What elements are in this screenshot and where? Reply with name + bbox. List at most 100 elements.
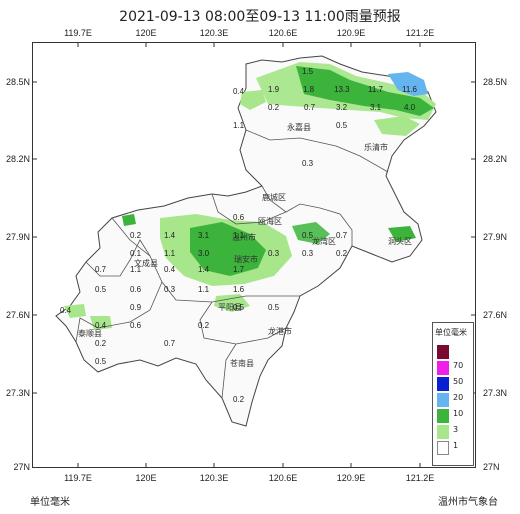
lat-tick-right: 27.3N — [483, 388, 508, 398]
rain-value: 0.3 — [302, 249, 314, 258]
place-wencheng: 文成县 — [134, 258, 158, 268]
rain-value: 1.8 — [303, 85, 315, 94]
rain-values: 1.5 0.4 1.9 1.8 13.3 11.7 11.6 0.2 0.7 3… — [60, 67, 418, 404]
lat-tick-left: 28.2N — [5, 154, 30, 164]
lat-tick-left: 27.9N — [5, 232, 30, 242]
place-yueqing: 乐清市 — [364, 142, 388, 152]
rain-value: 0.3 — [268, 249, 280, 258]
rain-value: 1.4 — [198, 265, 210, 274]
place-longwan: 龙湾区 — [312, 236, 336, 246]
legend-label: 3 — [453, 425, 459, 434]
rain-value: 0.5 — [95, 285, 107, 294]
legend-swatch-10 — [437, 393, 449, 407]
lon-tick-bottom: 120.3E — [199, 473, 229, 483]
rain-value: 1.6 — [233, 285, 245, 294]
rain-value: 0.5 — [336, 121, 348, 130]
lon-tick-top: 120E — [135, 28, 157, 38]
rain-value: 11.6 — [402, 85, 418, 94]
rain-value: 1.1 — [233, 121, 245, 130]
legend-label: 20 — [453, 393, 464, 402]
rain-value: 1.7 — [233, 265, 245, 274]
lat-tick-right: 28.5N — [483, 77, 508, 87]
lat-tick-right: 27.9N — [483, 232, 508, 242]
lat-tick-right: 27N — [483, 462, 500, 472]
rain-value: 1.5 — [302, 67, 314, 76]
place-lucheng: 鹿城区 — [262, 192, 286, 202]
rain-value: 1.4 — [164, 231, 176, 240]
rain-value: 0.6 — [130, 321, 142, 330]
lon-tick-top: 119.7E — [64, 28, 92, 38]
rain-value: 3.2 — [336, 103, 348, 112]
place-ruian: 瑞安市 — [234, 254, 258, 264]
place-ouhai: 瓯海区 — [258, 216, 282, 226]
lat-tick-right: 27.6N — [483, 310, 508, 320]
rain-value: 4.0 — [404, 103, 416, 112]
rain-value: 0.3 — [302, 159, 314, 168]
place-pingyang: 平阳县 — [218, 303, 242, 312]
rain-value: 11.7 — [368, 85, 384, 94]
lon-tick-top: 120.6E — [268, 28, 298, 38]
place-wenzhou: 温州市 — [232, 232, 256, 242]
rain-value: 0.7 — [304, 103, 316, 112]
place-longgang: 龙港市 — [268, 326, 292, 336]
rain-value: 1.9 — [268, 85, 280, 94]
rain-value: 0.4 — [60, 306, 72, 315]
lat-tick-right: 28.2N — [483, 154, 508, 164]
rain-value: 0.5 — [268, 303, 280, 312]
rain-value: 0.5 — [95, 357, 107, 366]
rain-value: 13.3 — [334, 85, 350, 94]
legend-swatch-70 — [437, 345, 449, 359]
place-cangnan: 苍南县 — [230, 358, 254, 368]
rain-shading — [64, 62, 436, 330]
place-dongtou: 洞头区 — [388, 236, 412, 246]
rain-value: 0.4 — [95, 321, 107, 330]
lon-tick-top: 120.3E — [199, 28, 229, 38]
rain-value: 0.2 — [233, 395, 245, 404]
legend-swatch-50 — [437, 361, 449, 375]
county-borders — [75, 129, 389, 399]
rainfall-legend: 单位毫米 70 50 20 10 3 1 — [432, 322, 474, 466]
lon-tick-bottom: 120.9E — [336, 473, 366, 483]
unit-label: 单位毫米 — [30, 497, 70, 508]
map-title: 2021-09-13 08:00至09-13 11:00雨量预报 — [119, 9, 401, 25]
rain-value: 0.4 — [233, 87, 245, 96]
rain-value: 0.5 — [302, 231, 314, 240]
lat-tick-left: 27N — [13, 462, 30, 472]
lat-tick-left: 27.3N — [5, 388, 30, 398]
rain-value: 0.2 — [130, 231, 142, 240]
rain-value: 0.5 — [233, 303, 245, 312]
legend-label: 50 — [453, 377, 464, 386]
rain-value: 1.1 — [164, 249, 176, 258]
lon-tick-bottom: 120.6E — [268, 473, 298, 483]
rain-value: 0.2 — [268, 103, 280, 112]
lon-tick-top: 120.9E — [336, 28, 366, 38]
rain-value: 0.2 — [95, 339, 107, 348]
rain-value: 0.7 — [95, 265, 107, 274]
legend-swatch-1 — [437, 425, 449, 439]
rain-value: 3.0 — [198, 249, 210, 258]
legend-title: 单位毫米 — [435, 328, 467, 337]
legend-swatch-20 — [437, 377, 449, 391]
rain-value: 0.7 — [336, 231, 348, 240]
rain-value: 1.1 — [233, 231, 245, 240]
legend-label: 1 — [453, 441, 459, 450]
lat-tick-left: 27.6N — [5, 310, 30, 320]
lon-tick-bottom: 120E — [135, 473, 157, 483]
rain-value: 1.1 — [130, 265, 142, 274]
rain-value: 0.2 — [198, 321, 210, 330]
legend-label: 10 — [453, 409, 464, 418]
legend-swatch-0 — [437, 441, 449, 455]
lon-tick-bottom: 119.7E — [64, 473, 92, 483]
place-taishun: 泰顺县 — [78, 328, 102, 338]
legend-label: 70 — [453, 361, 464, 370]
rain-value: 0.4 — [164, 265, 176, 274]
rain-value: 0.6 — [130, 285, 142, 294]
lat-tick-left: 28.5N — [5, 77, 30, 87]
rain-value: 3.1 — [198, 231, 210, 240]
lon-tick-bottom: 121.2E — [405, 473, 435, 483]
lon-tick-top: 121.2E — [405, 28, 435, 38]
rain-value: 3.1 — [370, 103, 382, 112]
rain-value: 0.2 — [336, 249, 348, 258]
rain-value: 0.3 — [164, 285, 176, 294]
